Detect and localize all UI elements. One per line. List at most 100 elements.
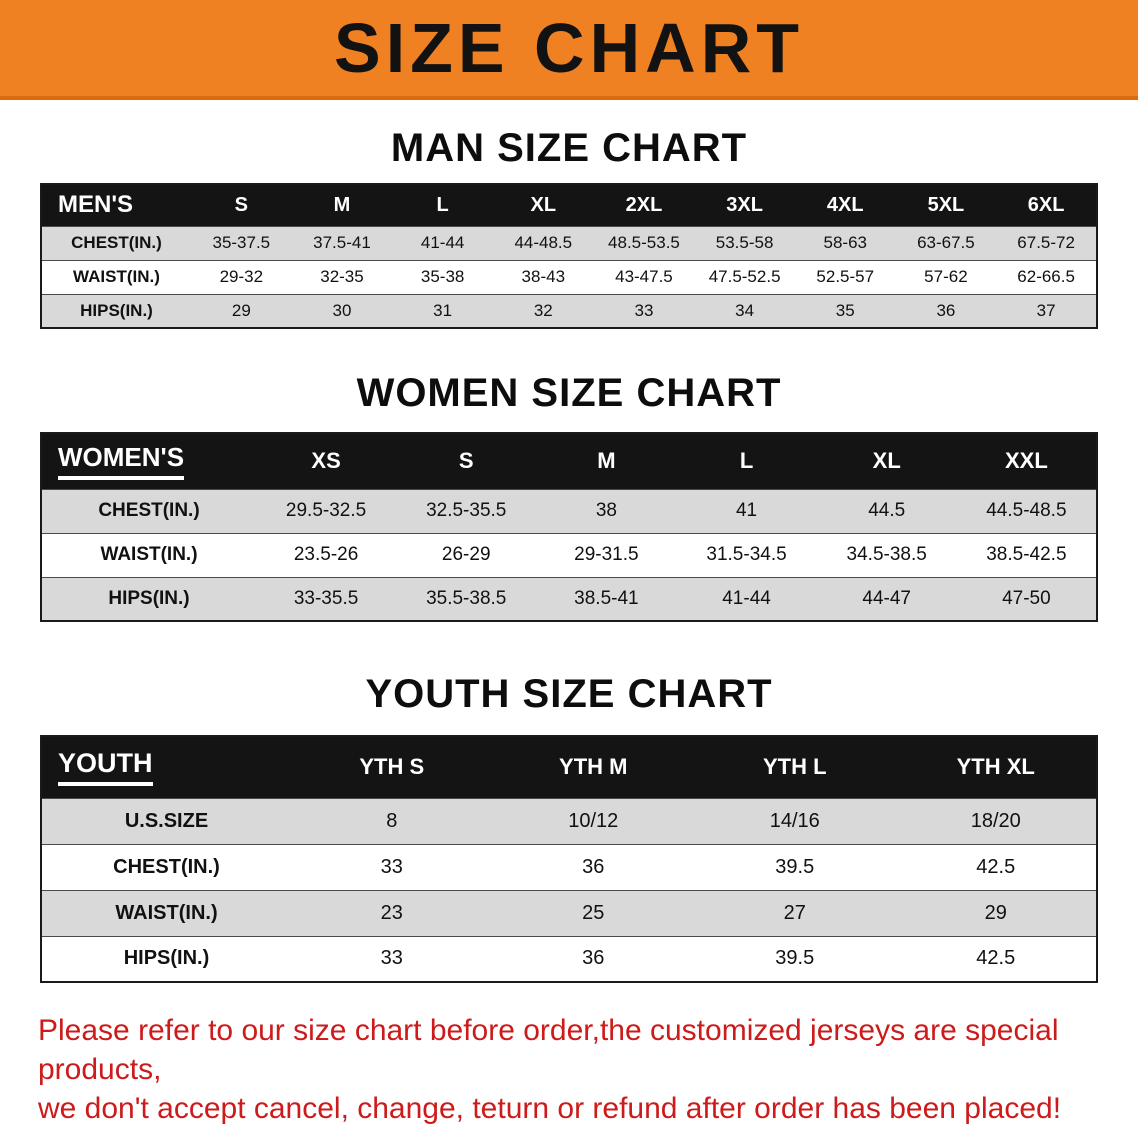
size-column-header: M [333,193,351,216]
size-value: 38-43 [521,267,566,286]
men-section-heading: MAN SIZE CHART [390,126,748,170]
table-title-cell: YOUTH [41,736,291,798]
size-value: 39.5 [775,855,815,878]
size-value: 37 [1036,300,1056,320]
size-value: 47.5-52.5 [708,267,781,286]
size-column-header: 2XL [625,193,663,216]
size-column-header: 6XL [1027,193,1065,216]
row-label: HIPS(IN.) [123,947,210,970]
size-value: 26-29 [441,544,491,565]
size-column-header: L [739,448,754,474]
size-value: 29 [984,901,1007,924]
disclaimer-line-2: we don't accept cancel, change, teturn o… [38,1092,1062,1125]
size-value: 10/12 [568,809,619,832]
size-value: 37.5-41 [313,233,371,252]
size-column-header: L [436,193,449,216]
size-row: CHEST(IN.) 35-37.5 37.5-41 41-44 44-48.5 48.5… [41,226,1097,260]
size-column-header: S [234,193,248,216]
size-value: 67.5-72 [1017,233,1075,252]
size-value: 48.5-53.5 [608,233,680,252]
size-column-header: 4XL [826,193,864,216]
size-value: 35-38 [420,267,465,286]
row-label: CHEST(IN.) [98,500,200,521]
size-column-header: XXL [1004,448,1048,474]
size-value: 32.5-35.5 [426,500,507,521]
size-value: 38.5-41 [574,587,639,609]
size-row: U.S.SIZE 8 10/12 14/16 18/20 [41,798,1097,844]
table-title-cell: MEN'S [41,184,191,226]
size-value: 23 [380,901,403,924]
size-value: 30 [332,300,352,320]
row-label: CHEST(IN.) [71,233,162,252]
row-label: U.S.SIZE [124,809,209,832]
row-label: HIPS(IN.) [80,300,153,320]
size-column-header: XL [530,193,557,216]
size-column-header: 5XL [927,193,965,216]
size-value: 18/20 [970,809,1021,832]
size-value: 41-44 [722,587,771,609]
row-label: HIPS(IN.) [108,587,190,609]
size-value: 31.5-34.5 [706,544,787,565]
table-title: MEN'S [58,191,134,219]
size-value: 29.5-32.5 [285,500,367,521]
table-header-row: MEN'S S M L XL 2XL 3XL 4XL 5XL 6XL [41,184,1097,226]
size-column-header: 3XL [726,193,763,216]
size-column-header: XL [872,448,901,474]
size-value: 36 [582,855,605,878]
size-value: 53.5-58 [715,233,774,252]
size-value: 23.5-26 [293,544,359,565]
table-header-row: YOUTH YTH S YTH M YTH L YTH XL [41,736,1097,798]
size-value: 32 [533,300,553,320]
size-value: 33 [380,855,403,878]
size-value: 25 [582,901,605,924]
banner-title: SIZE CHART [334,9,804,87]
size-row: CHEST(IN.) 29.5-32.5 32.5-35.5 38 41 44.5 44.5… [41,489,1097,533]
size-value: 31 [433,300,453,320]
size-value: 8 [386,809,398,832]
men-size-table: MEN'S S M L XL 2XL 3XL 4XL 5XL 6XL CHEST(IN.) 35-37… [40,183,1098,329]
size-column-header: XS [311,448,341,474]
youth-section-heading: YOUTH SIZE CHART [365,672,773,716]
size-column-header: YTH XL [956,754,1035,780]
size-row: WAIST(IN.) 23.5-26 26-29 29-31.5 31.5-34.5 34… [41,533,1097,577]
size-column-header: S [458,448,474,474]
size-value: 44-47 [862,587,911,609]
size-value: 38.5-42.5 [986,544,1067,565]
size-value: 43-47.5 [615,267,673,286]
size-value: 42.5 [976,855,1016,878]
size-value: 47-50 [1002,587,1051,609]
youth-size-table: YOUTH YTH S YTH M YTH L YTH XL U.S.SIZE 8 10/12… [40,735,1098,983]
size-value: 33 [380,947,403,970]
size-value: 41-44 [420,233,465,252]
size-value: 36 [936,300,956,320]
size-column-header: YTH L [762,754,827,780]
size-value: 29-32 [219,267,264,286]
size-row: HIPS(IN.) 29 30 31 32 33 34 35 36 37 [41,294,1097,328]
row-label: CHEST(IN.) [113,855,220,878]
size-value: 52.5-57 [816,267,875,286]
table-title: YOUTH [58,748,153,787]
table-title: WOMEN'S [58,442,185,481]
row-label: WAIST(IN.) [100,544,198,565]
youth-size-section: YOUTH SIZE CHART YOUTH YTH S YTH M YTH L YTH… [0,672,1138,983]
size-value: 36 [582,947,605,970]
size-value: 34.5-38.5 [846,544,927,565]
size-value: 39.5 [775,947,815,970]
size-column-header: YTH M [559,754,628,780]
size-value: 62-66.5 [1017,267,1075,286]
size-row: HIPS(IN.) 33-35.5 35.5-38.5 38.5-41 41-44 44-… [41,577,1097,621]
size-value: 41 [735,500,758,521]
size-value: 34 [735,300,755,320]
women-size-table: WOMEN'S XS S M L XL XXL CHEST(IN.) 29.5-32.5 32.5… [40,432,1098,622]
size-value: 33 [634,300,654,320]
women-size-section: WOMEN SIZE CHART WOMEN'S XS S M L XL XXL CHEST(… [0,371,1138,622]
size-row: HIPS(IN.) 33 36 39.5 42.5 [41,936,1097,982]
table-header-row: WOMEN'S XS S M L XL XXL [41,433,1097,489]
size-value: 33-35.5 [293,587,359,609]
men-size-section: MAN SIZE CHART MEN'S S M L XL 2XL 3XL 4XL 5XL 6XL… [0,126,1138,329]
size-value: 44-48.5 [514,233,573,252]
size-value: 44.5-48.5 [986,500,1067,521]
row-label: WAIST(IN.) [73,267,160,286]
size-column-header: M [597,448,616,474]
size-row: CHEST(IN.) 33 36 39.5 42.5 [41,844,1097,890]
